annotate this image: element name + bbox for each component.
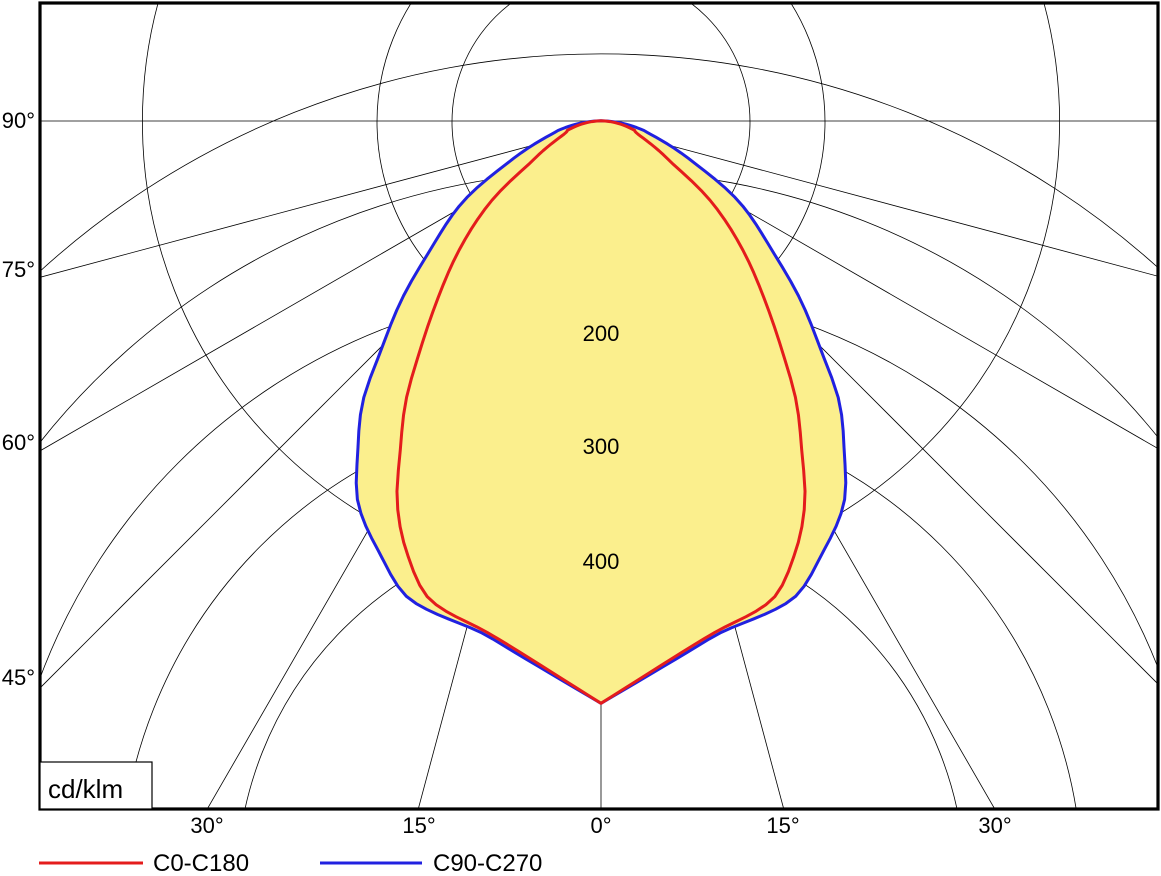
svg-text:30°: 30° xyxy=(978,813,1011,838)
svg-text:0°: 0° xyxy=(590,813,611,838)
svg-text:75°: 75° xyxy=(2,257,35,282)
svg-text:300: 300 xyxy=(583,434,620,459)
svg-text:60°: 60° xyxy=(2,430,35,455)
svg-text:15°: 15° xyxy=(766,813,799,838)
svg-text:C0-C180: C0-C180 xyxy=(153,850,249,876)
svg-text:400: 400 xyxy=(583,549,620,574)
svg-text:45°: 45° xyxy=(2,665,35,690)
svg-text:cd/klm: cd/klm xyxy=(48,774,123,804)
svg-text:C90-C270: C90-C270 xyxy=(433,850,542,876)
svg-text:15°: 15° xyxy=(402,813,435,838)
svg-text:90°: 90° xyxy=(2,108,35,133)
svg-text:200: 200 xyxy=(583,321,620,346)
svg-text:30°: 30° xyxy=(190,813,223,838)
